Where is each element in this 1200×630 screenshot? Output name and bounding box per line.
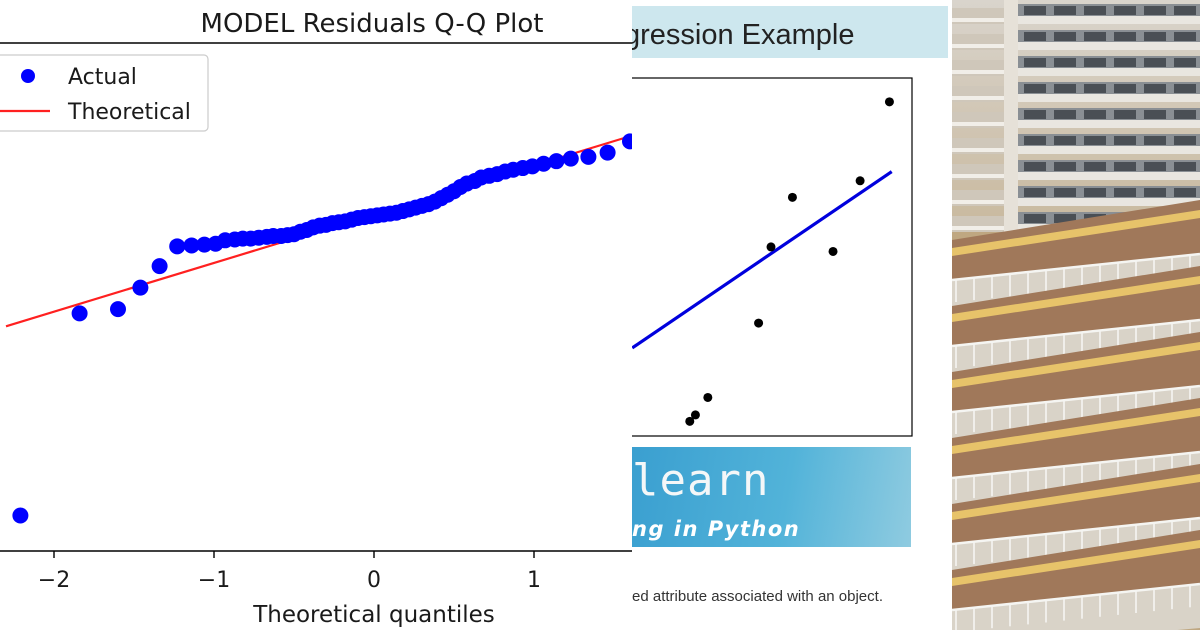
regression-point xyxy=(828,246,838,256)
regression-point xyxy=(787,192,797,202)
actual-point xyxy=(622,133,632,150)
sklearn-banner: learn ng in Python xyxy=(632,447,911,547)
legend-theoretical-label: Theoretical xyxy=(67,100,191,125)
actual-point xyxy=(110,301,126,318)
qq-plot-xlabel: Theoretical quantiles xyxy=(252,602,495,628)
actual-point xyxy=(599,144,616,161)
regression-point xyxy=(703,392,713,402)
regression-point xyxy=(766,242,776,252)
regression-point xyxy=(754,318,764,328)
regression-point xyxy=(685,416,695,426)
regression-point xyxy=(855,176,865,186)
legend-actual-marker xyxy=(21,69,35,83)
regression-example-panel: gression Example learn ng in Python ed a… xyxy=(632,0,952,630)
x-tick-label: −1 xyxy=(198,568,230,593)
actual-point xyxy=(535,155,552,172)
legend-frame xyxy=(0,54,209,132)
regression-point xyxy=(884,97,894,107)
x-tick-label: −2 xyxy=(38,568,70,593)
qq-plot-legend: Actual Theoretical xyxy=(0,54,209,132)
regression-title: gression Example xyxy=(632,19,855,51)
regression-point xyxy=(690,410,700,420)
banner-subtitle: ng in Python xyxy=(632,517,801,541)
regression-plot-frame xyxy=(632,77,913,437)
actual-point xyxy=(169,238,186,255)
qq-plot-title: MODEL Residuals Q-Q Plot xyxy=(201,9,544,39)
regression-chart xyxy=(632,77,913,437)
actual-point xyxy=(151,258,168,275)
actual-point xyxy=(183,237,200,254)
banner-word: learn xyxy=(632,455,770,506)
building-illustration xyxy=(952,0,1200,630)
regression-line xyxy=(632,170,893,350)
qq-plot-chart: MODEL Residuals Q-Q Plot −2 −1 0 1 Theoreti… xyxy=(0,9,632,628)
legend-actual-label: Actual xyxy=(68,65,137,90)
actual-point xyxy=(71,305,88,322)
actual-point xyxy=(562,150,579,167)
apartment-building-photo xyxy=(952,0,1200,630)
actual-point xyxy=(548,153,565,170)
regression-title-bar: gression Example xyxy=(632,6,948,58)
x-tick-label: 0 xyxy=(367,568,381,593)
actual-point xyxy=(12,507,29,524)
actual-point xyxy=(580,148,597,165)
actual-point xyxy=(132,279,149,296)
qq-plot-panel: MODEL Residuals Q-Q Plot −2 −1 0 1 Theoreti… xyxy=(0,9,632,628)
caption-text: ed attribute associated with an object. xyxy=(632,588,883,605)
x-tick-label: 1 xyxy=(527,568,541,593)
